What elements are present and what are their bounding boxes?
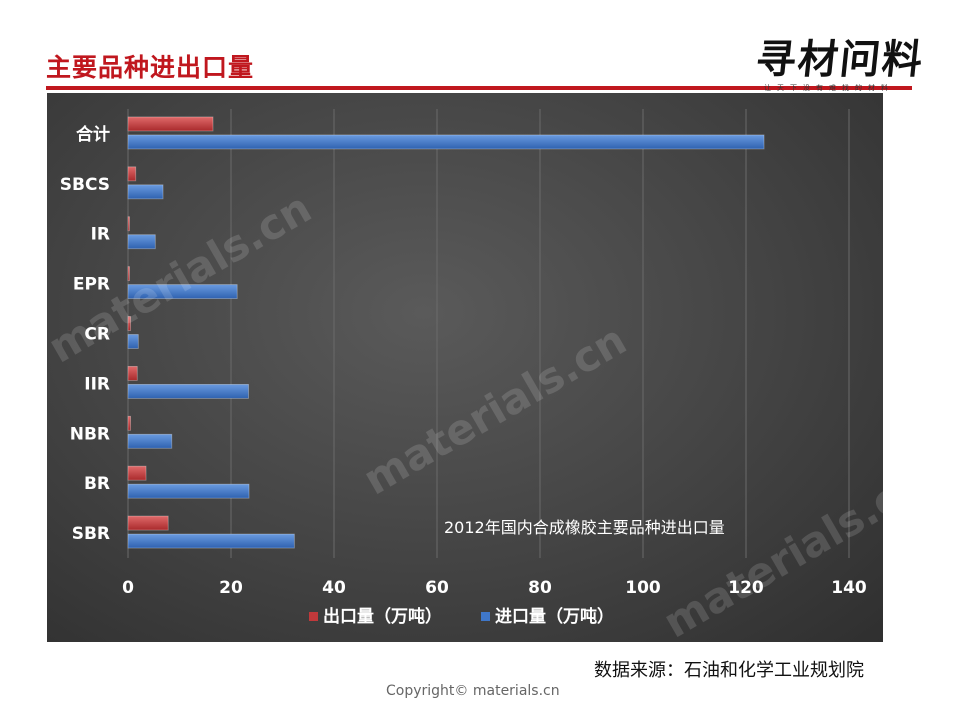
category-label: BR bbox=[84, 474, 110, 494]
x-tick-label: 100 bbox=[625, 578, 661, 598]
export-bar bbox=[127, 166, 137, 182]
logo-wordmark: 寻材问料 bbox=[753, 36, 927, 83]
import-bar bbox=[127, 184, 164, 200]
export-bar bbox=[127, 216, 130, 232]
x-tick-label: 40 bbox=[322, 578, 346, 598]
export-bar bbox=[127, 266, 130, 282]
import-bar bbox=[127, 383, 249, 399]
category-label: CR bbox=[84, 325, 110, 345]
title-underline bbox=[46, 86, 912, 90]
x-tick-label: 140 bbox=[831, 578, 867, 598]
category-label: SBR bbox=[72, 524, 110, 544]
category-label: IIR bbox=[84, 374, 110, 394]
copyright-notice: Copyright© materials.cn bbox=[386, 683, 560, 699]
category-label: EPR bbox=[73, 275, 110, 295]
export-bar bbox=[127, 515, 169, 531]
export-bar bbox=[127, 365, 138, 381]
chart-panel: 0 20 40 60 80 100 120 140 合计 SBCS IR EPR CR IIR NBR BR S… bbox=[47, 93, 883, 642]
import-bar bbox=[127, 433, 173, 449]
category-label: IR bbox=[91, 225, 110, 245]
import-bar bbox=[127, 334, 139, 349]
x-tick-label: 60 bbox=[425, 578, 449, 598]
bar-chart: 0 20 40 60 80 100 120 140 合计 SBCS IR EPR CR IIR NBR BR S… bbox=[60, 109, 867, 627]
data-source-note: 数据来源：石油和化学工业规划院 bbox=[594, 660, 864, 681]
chart-annotation: 2012年国内合成橡胶主要品种进出口量 bbox=[444, 518, 725, 537]
brand-logo: 寻材问料 让天下没有难找的材料 bbox=[753, 36, 946, 96]
export-bar bbox=[127, 116, 214, 132]
import-bar bbox=[127, 284, 238, 300]
legend-label: 进口量（万吨） bbox=[495, 606, 614, 627]
import-bar bbox=[127, 533, 295, 549]
logo-slogan: 让天下没有难找的材料 bbox=[764, 84, 894, 92]
legend-swatch bbox=[309, 612, 318, 621]
category-label: 合计 bbox=[76, 124, 110, 145]
x-tick-label: 80 bbox=[528, 578, 552, 598]
import-bar bbox=[127, 234, 156, 250]
slide-title: 主要品种进出口量 bbox=[46, 53, 255, 82]
import-bar bbox=[127, 483, 250, 499]
export-bar bbox=[127, 316, 131, 331]
export-bar bbox=[127, 465, 147, 481]
export-bar bbox=[127, 415, 131, 431]
x-tick-label: 20 bbox=[219, 578, 243, 598]
legend-label: 出口量（万吨） bbox=[323, 606, 442, 627]
legend-swatch bbox=[481, 612, 490, 621]
category-label: SBCS bbox=[60, 175, 110, 195]
category-label: NBR bbox=[70, 424, 110, 444]
x-tick-label: 0 bbox=[122, 578, 134, 598]
x-tick-label: 120 bbox=[728, 578, 764, 598]
import-bar bbox=[127, 134, 765, 150]
